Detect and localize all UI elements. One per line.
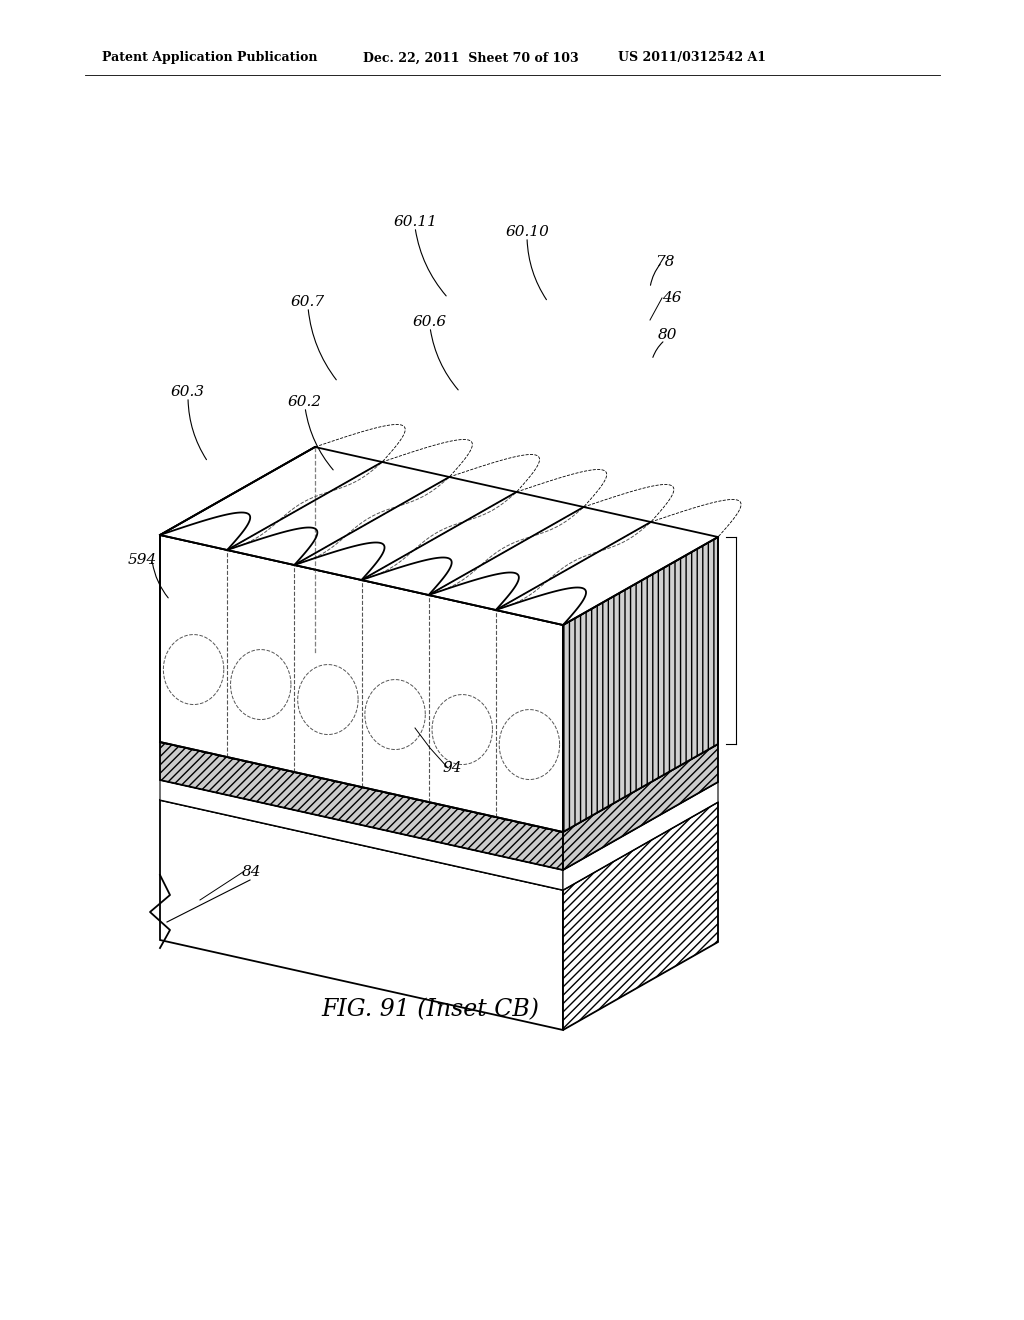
Text: 60.2: 60.2 [288,395,323,409]
Text: 78: 78 [655,255,675,269]
Text: 60.7: 60.7 [291,294,325,309]
Text: 80: 80 [658,327,678,342]
Text: FIG. 91 (Inset CB): FIG. 91 (Inset CB) [321,998,539,1022]
Polygon shape [160,800,563,1030]
Text: Dec. 22, 2011  Sheet 70 of 103: Dec. 22, 2011 Sheet 70 of 103 [362,51,579,65]
Text: 60.10: 60.10 [505,224,549,239]
Text: 60.6: 60.6 [413,315,447,329]
Polygon shape [563,744,718,870]
Polygon shape [563,537,718,832]
Polygon shape [160,692,718,870]
Text: 594: 594 [127,553,157,568]
Polygon shape [563,781,718,890]
Text: US 2011/0312542 A1: US 2011/0312542 A1 [618,51,766,65]
Polygon shape [160,447,718,624]
Text: 84: 84 [243,865,262,879]
Text: 46: 46 [663,290,682,305]
Text: 60.11: 60.11 [393,215,437,228]
Polygon shape [160,535,563,832]
Text: 60.3: 60.3 [171,385,205,399]
Polygon shape [563,803,718,1030]
Polygon shape [160,711,718,890]
Text: Patent Application Publication: Patent Application Publication [102,51,317,65]
Polygon shape [160,742,563,870]
Text: 94: 94 [442,762,462,775]
Polygon shape [160,653,718,832]
Polygon shape [160,780,563,890]
